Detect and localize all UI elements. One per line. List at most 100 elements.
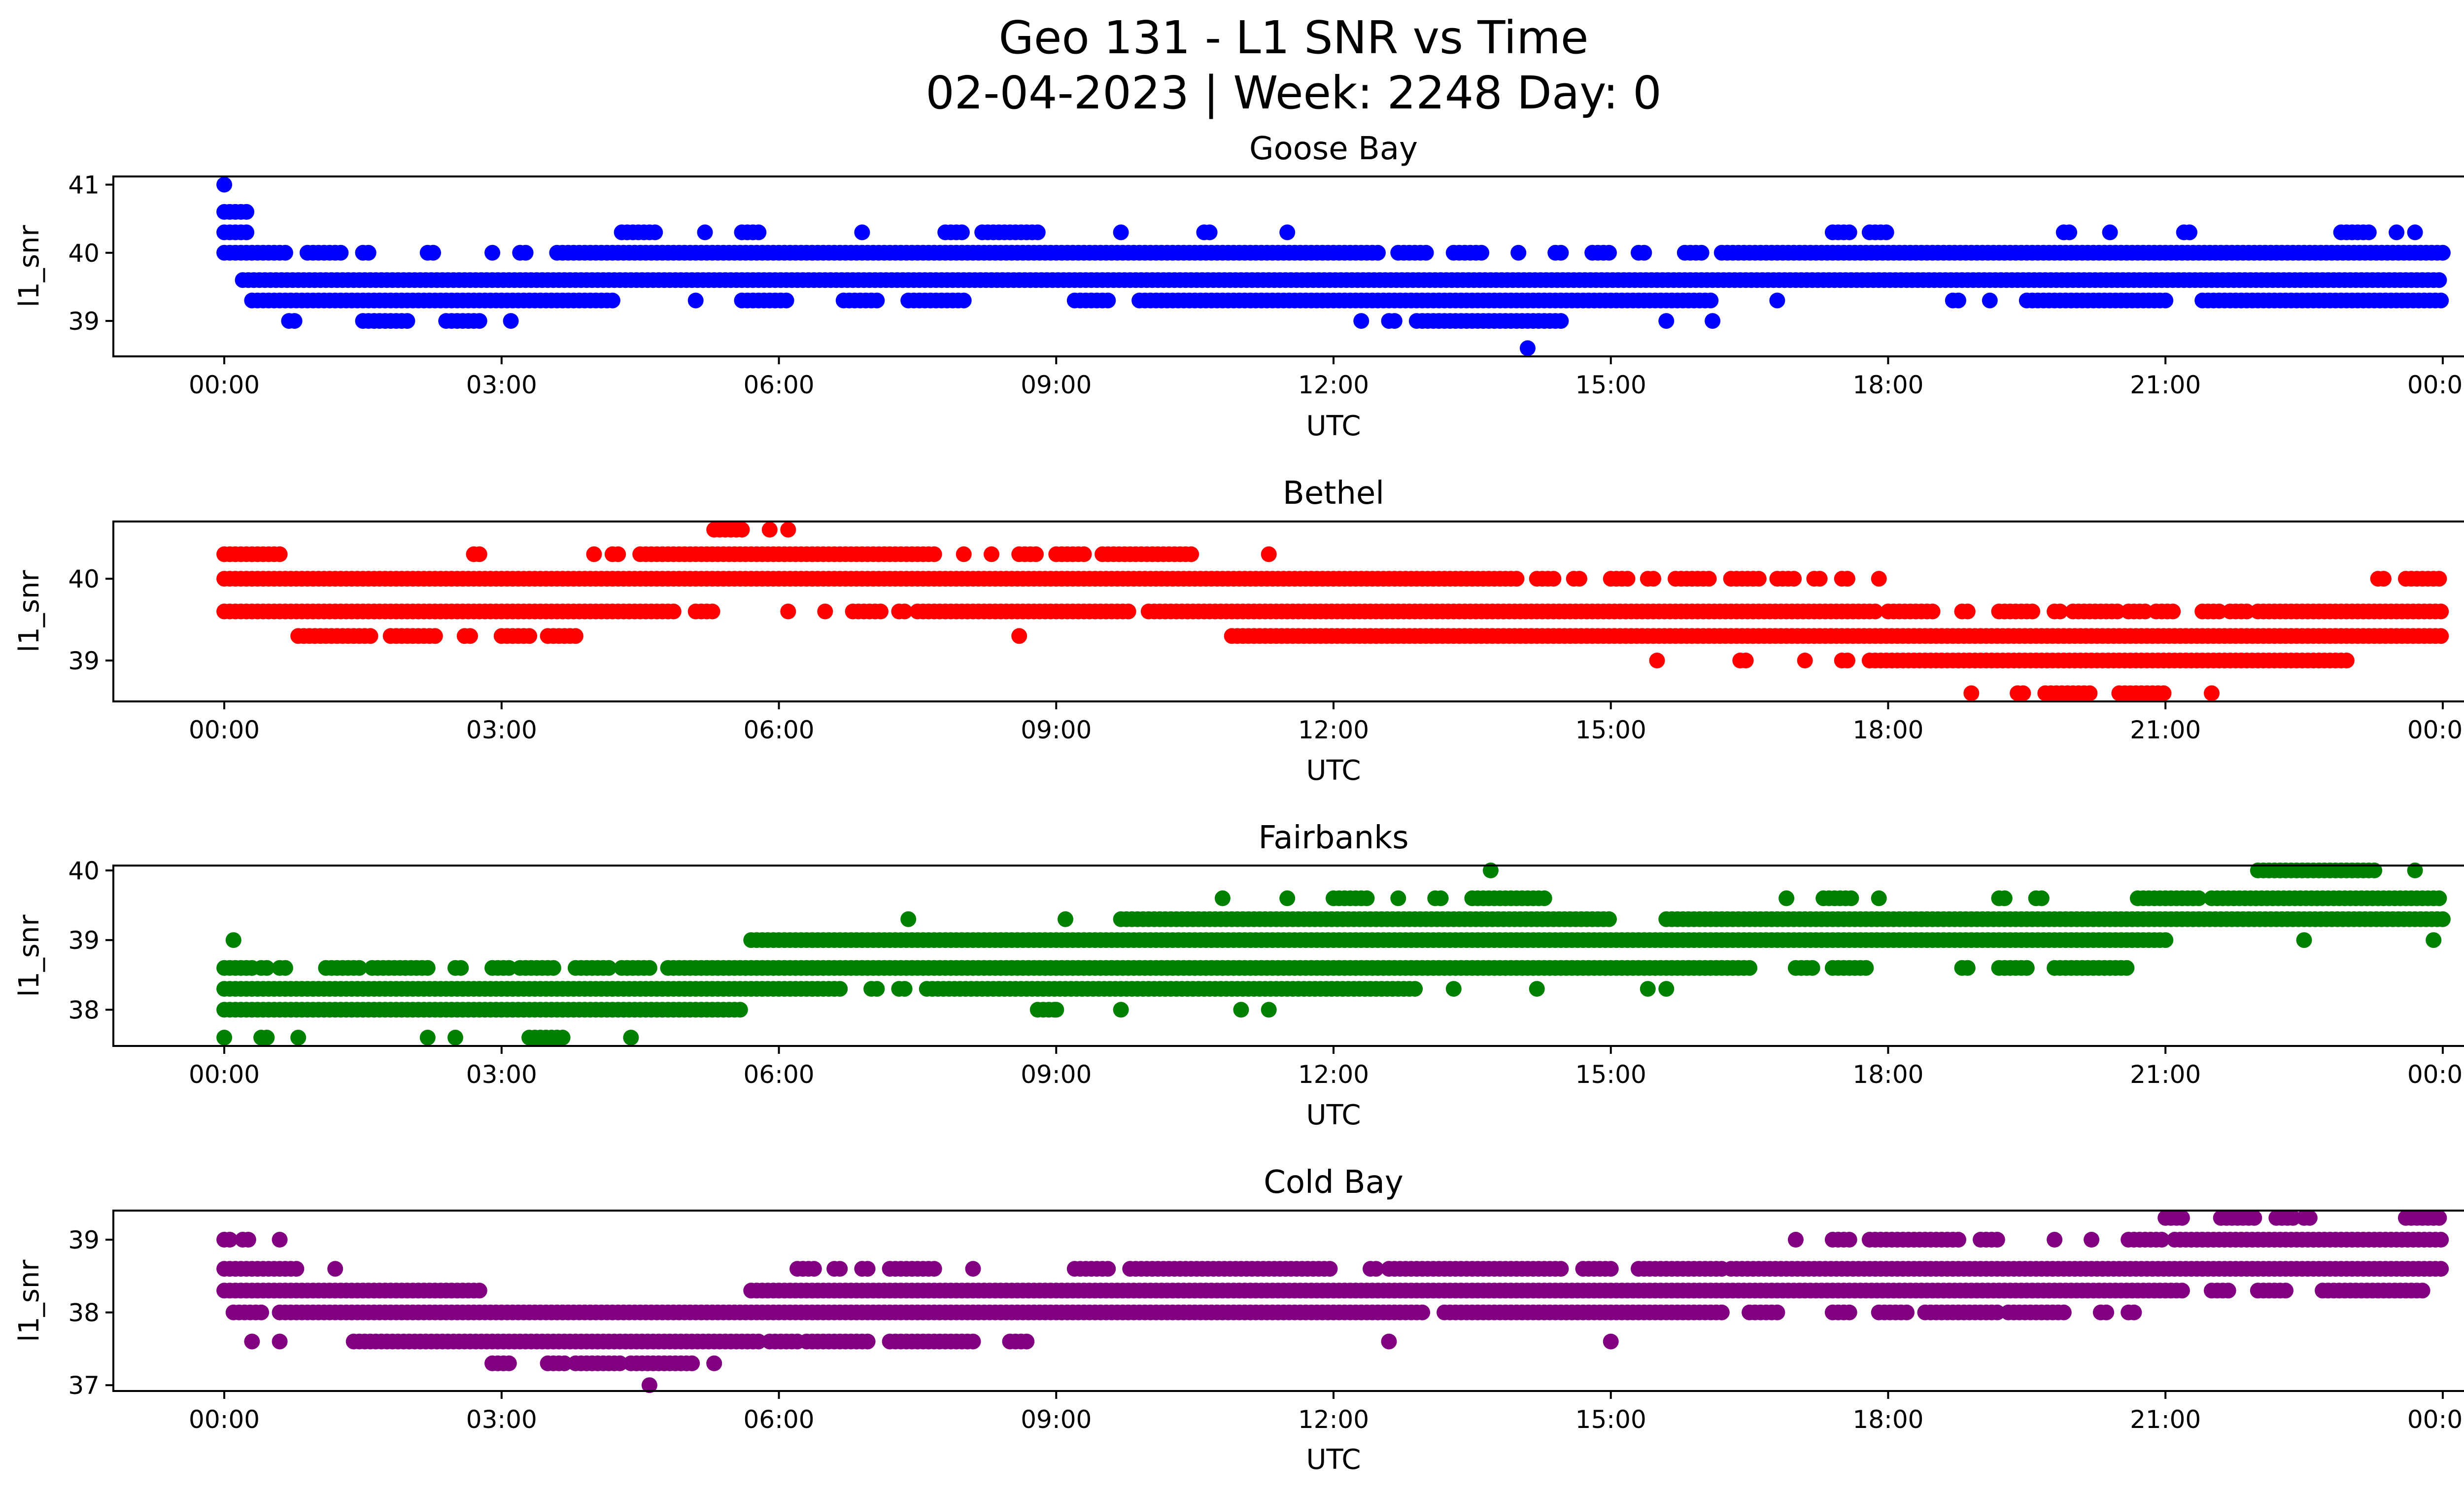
- data-point: [1011, 628, 1027, 644]
- y-tick-label: 39: [68, 647, 100, 675]
- data-point: [290, 1030, 307, 1045]
- data-point: [1386, 313, 1403, 329]
- data-point: [601, 960, 617, 976]
- x-tick-label: 00:00: [2407, 1060, 2464, 1089]
- data-point: [2182, 224, 2197, 241]
- snr-level-row: [216, 204, 255, 220]
- data-point: [2338, 653, 2355, 668]
- data-point: [272, 546, 288, 562]
- data-point: [665, 603, 682, 620]
- data-point: [1058, 911, 1073, 927]
- figure-title-line1: Geo 131 - L1 SNR vs Time: [999, 11, 1589, 64]
- data-point: [1601, 244, 1617, 261]
- data-point: [1100, 1261, 1116, 1277]
- data-point: [872, 603, 889, 620]
- data-point: [1100, 292, 1116, 309]
- data-point: [704, 603, 720, 620]
- data-point: [216, 176, 233, 193]
- data-point: [272, 1232, 288, 1248]
- data-point: [1899, 1304, 1915, 1321]
- data-point: [1572, 571, 1587, 587]
- data-point: [2157, 292, 2174, 309]
- data-point: [1322, 1261, 1338, 1277]
- data-point: [216, 1030, 233, 1045]
- data-point: [780, 522, 796, 538]
- data-point: [2211, 603, 2227, 620]
- data-point: [2246, 1210, 2262, 1226]
- data-point: [1959, 603, 1976, 620]
- data-point: [1201, 224, 1218, 241]
- data-point: [761, 522, 778, 538]
- data-point: [684, 1355, 700, 1371]
- x-tick-label: 21:00: [2130, 1405, 2201, 1434]
- x-tick-label: 06:00: [743, 1060, 814, 1089]
- x-axis-label: UTC: [1306, 1444, 1361, 1476]
- y-tick-label: 41: [68, 171, 100, 200]
- data-point: [706, 1355, 722, 1371]
- data-point: [2426, 932, 2442, 948]
- data-point: [1279, 890, 1296, 906]
- data-point: [697, 224, 713, 241]
- data-points: [216, 862, 2451, 1045]
- x-tick-label: 15:00: [1575, 716, 1646, 744]
- data-point: [2285, 1210, 2301, 1226]
- data-point: [2174, 1210, 2190, 1226]
- data-point: [288, 1261, 305, 1277]
- data-point: [453, 960, 469, 976]
- data-point: [1473, 244, 1490, 261]
- data-point: [1529, 981, 1545, 997]
- snr-level-row: [235, 272, 2447, 288]
- x-tick-label: 12:00: [1298, 1060, 1369, 1089]
- data-point: [965, 1261, 981, 1277]
- x-tick-label: 12:00: [1298, 1405, 1369, 1434]
- y-tick-label: 38: [68, 1299, 100, 1327]
- data-points: [216, 176, 2451, 356]
- data-point: [2157, 932, 2174, 948]
- data-point: [869, 292, 885, 309]
- data-point: [832, 981, 848, 997]
- data-point: [2433, 292, 2449, 309]
- data-point: [2389, 224, 2405, 241]
- data-point: [687, 292, 704, 309]
- data-point: [1769, 1304, 1785, 1321]
- data-point: [965, 1333, 981, 1350]
- data-point: [1871, 571, 1887, 587]
- data-point: [2433, 603, 2449, 620]
- data-point: [1841, 1304, 1857, 1321]
- data-point: [222, 1232, 238, 1248]
- data-point: [2433, 1261, 2449, 1277]
- data-point: [1418, 244, 1434, 261]
- data-point: [956, 546, 972, 562]
- data-point: [419, 1030, 436, 1045]
- x-tick-label: 12:00: [1298, 371, 1369, 399]
- x-tick-label: 03:00: [466, 1405, 537, 1434]
- data-point: [2434, 244, 2451, 261]
- snr-level-row: [216, 546, 1277, 562]
- data-point: [521, 628, 538, 644]
- x-tick-label: 00:00: [2407, 371, 2464, 399]
- data-point: [425, 244, 441, 261]
- data-point: [1261, 546, 1277, 562]
- y-axis-label: l1_snr: [13, 225, 45, 308]
- data-point: [778, 292, 794, 309]
- panel-bethel: Bethel UTC l1_snr 00:00 03:00 06:00 09:00 12…: [13, 475, 2464, 787]
- data-point: [484, 244, 501, 261]
- data-point: [984, 546, 999, 562]
- data-point: [586, 546, 602, 562]
- y-tick-label: 39: [68, 1226, 100, 1254]
- snr-level-row: [216, 981, 1675, 997]
- x-axis-label: UTC: [1306, 1099, 1361, 1131]
- snr-level-row: [484, 1355, 722, 1371]
- data-point: [501, 960, 517, 976]
- data-point: [1028, 546, 1044, 562]
- panel-fairbanks: Fairbanks UTC l1_snr 00:00 03:00 06:00 09:0…: [13, 820, 2464, 1131]
- data-point: [259, 1030, 275, 1045]
- data-point: [503, 313, 519, 329]
- data-point: [2375, 571, 2392, 587]
- data-point: [1603, 1261, 1619, 1277]
- panel-goose-bay: Goose Bay UTC l1_snr 00:00 03:00 06:00 09:0…: [13, 131, 2464, 442]
- data-point: [462, 628, 478, 644]
- data-point: [1843, 890, 1859, 906]
- data-point: [1603, 1333, 1619, 1350]
